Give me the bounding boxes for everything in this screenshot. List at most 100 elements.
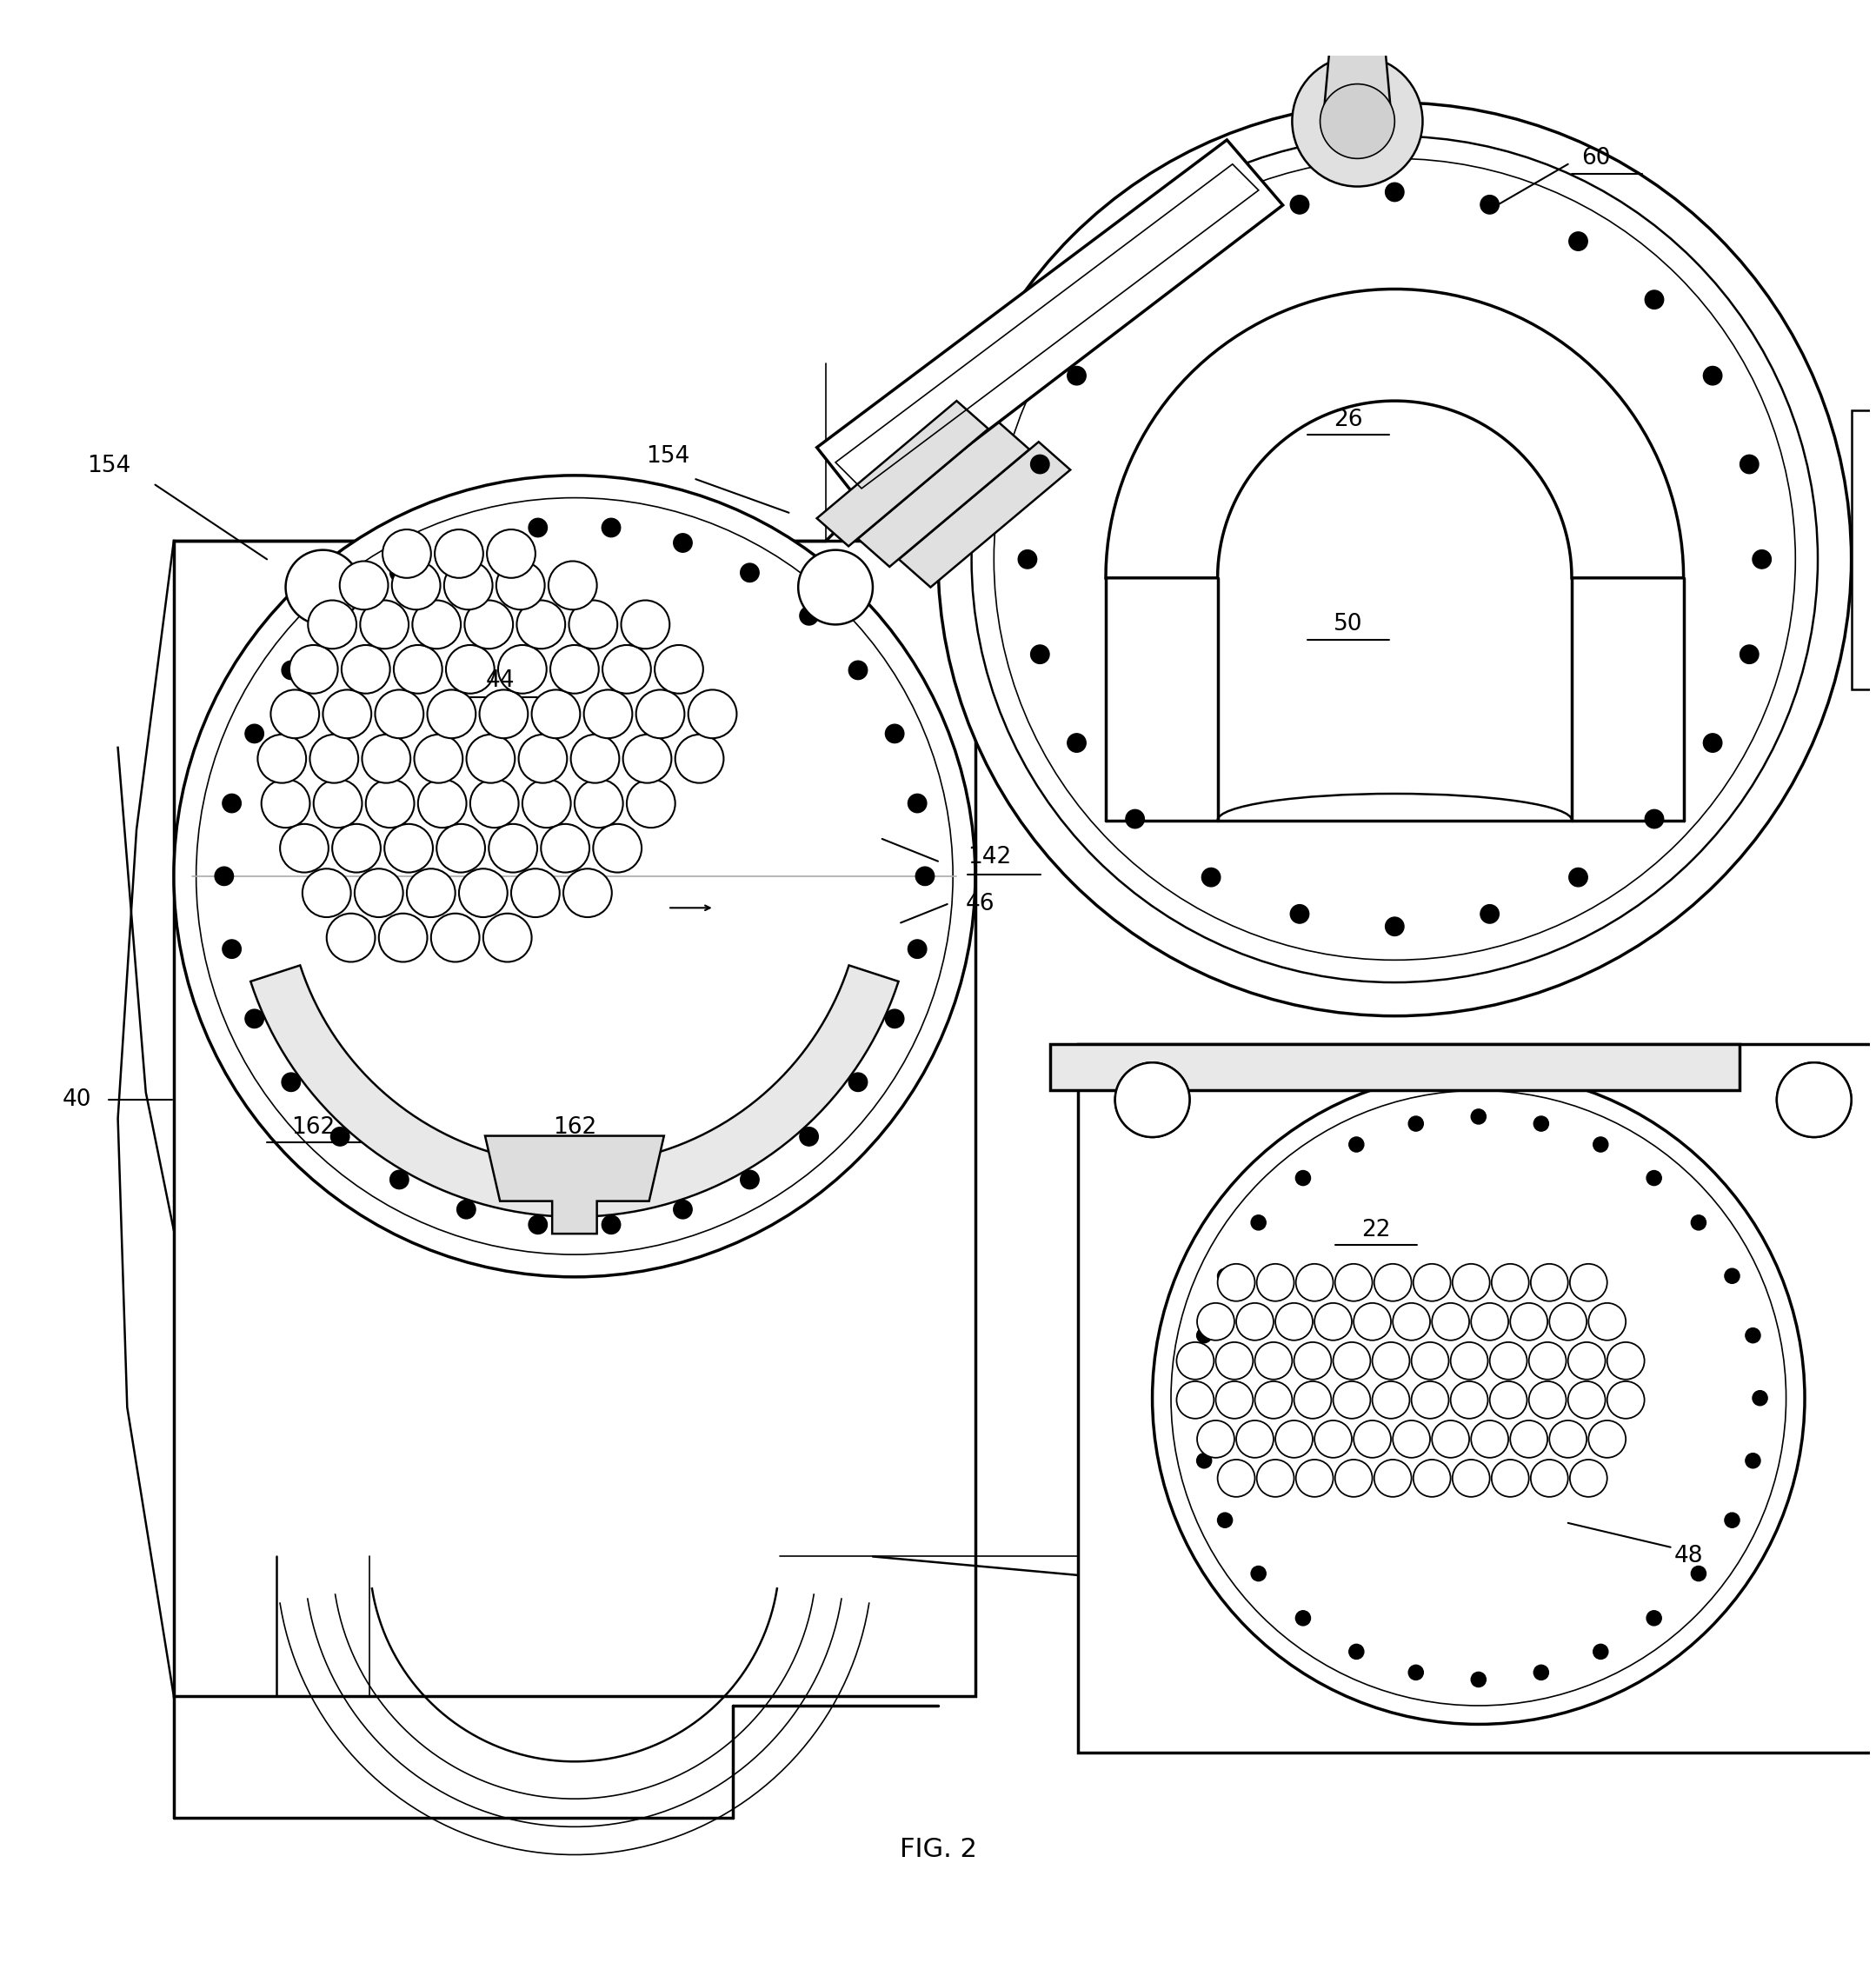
Circle shape xyxy=(1535,1666,1548,1680)
Circle shape xyxy=(1452,1265,1490,1300)
Polygon shape xyxy=(899,443,1071,587)
Circle shape xyxy=(362,735,411,782)
Circle shape xyxy=(1471,1109,1486,1124)
Circle shape xyxy=(510,869,559,917)
Circle shape xyxy=(1294,1381,1332,1419)
Circle shape xyxy=(446,644,495,694)
Circle shape xyxy=(326,913,375,962)
Circle shape xyxy=(458,534,477,551)
Circle shape xyxy=(1257,1265,1294,1300)
Circle shape xyxy=(285,549,360,624)
Circle shape xyxy=(1354,1302,1390,1340)
Circle shape xyxy=(741,1170,760,1190)
Circle shape xyxy=(323,690,371,739)
Circle shape xyxy=(570,735,619,782)
Circle shape xyxy=(375,690,424,739)
Circle shape xyxy=(797,549,872,624)
Circle shape xyxy=(1296,1460,1334,1498)
Circle shape xyxy=(471,779,518,828)
Circle shape xyxy=(673,1199,692,1219)
Circle shape xyxy=(1570,1460,1608,1498)
Circle shape xyxy=(1336,1265,1373,1300)
Circle shape xyxy=(1197,1328,1212,1344)
Circle shape xyxy=(1490,1381,1527,1419)
Circle shape xyxy=(223,941,242,958)
Circle shape xyxy=(1197,1302,1234,1340)
Circle shape xyxy=(1490,1342,1527,1379)
Circle shape xyxy=(467,735,514,782)
Circle shape xyxy=(366,779,415,828)
Circle shape xyxy=(360,601,409,648)
Circle shape xyxy=(885,1010,904,1028)
Circle shape xyxy=(281,1073,300,1091)
Circle shape xyxy=(522,779,570,828)
Circle shape xyxy=(1236,1421,1274,1458)
Circle shape xyxy=(281,660,300,680)
Circle shape xyxy=(627,779,675,828)
Circle shape xyxy=(1480,196,1499,213)
Circle shape xyxy=(1431,1302,1469,1340)
Circle shape xyxy=(1409,1666,1424,1680)
Circle shape xyxy=(1176,1381,1214,1419)
Circle shape xyxy=(379,913,428,962)
Circle shape xyxy=(574,779,623,828)
Circle shape xyxy=(246,725,265,743)
Polygon shape xyxy=(857,421,1030,567)
Circle shape xyxy=(246,1010,265,1028)
Circle shape xyxy=(1296,1170,1311,1186)
Circle shape xyxy=(1384,182,1403,202)
Text: 26: 26 xyxy=(1334,409,1362,431)
Circle shape xyxy=(848,660,867,680)
Polygon shape xyxy=(486,1136,664,1233)
Circle shape xyxy=(1276,1302,1313,1340)
Circle shape xyxy=(1203,231,1221,251)
Circle shape xyxy=(799,607,818,624)
Circle shape xyxy=(1114,1063,1189,1136)
Circle shape xyxy=(1255,1381,1293,1419)
Circle shape xyxy=(415,735,463,782)
Circle shape xyxy=(1752,1391,1767,1405)
Circle shape xyxy=(1197,1452,1212,1468)
Circle shape xyxy=(1189,1391,1204,1405)
Circle shape xyxy=(1608,1381,1645,1419)
Circle shape xyxy=(332,824,381,873)
Circle shape xyxy=(174,476,976,1276)
Circle shape xyxy=(1197,1421,1234,1458)
Circle shape xyxy=(1413,1460,1450,1498)
Text: 22: 22 xyxy=(1362,1219,1390,1241)
Circle shape xyxy=(1593,1136,1608,1152)
Circle shape xyxy=(1452,1460,1490,1498)
Circle shape xyxy=(673,534,692,551)
Circle shape xyxy=(1568,867,1587,887)
Bar xyxy=(1079,1043,1876,1753)
Circle shape xyxy=(310,735,358,782)
Circle shape xyxy=(1203,867,1221,887)
Circle shape xyxy=(623,735,672,782)
Circle shape xyxy=(1373,1342,1409,1379)
Text: 40: 40 xyxy=(62,1089,92,1111)
Circle shape xyxy=(1216,1342,1253,1379)
Circle shape xyxy=(484,913,531,962)
Circle shape xyxy=(1471,1672,1486,1688)
Circle shape xyxy=(583,690,632,739)
Circle shape xyxy=(1030,454,1049,474)
Circle shape xyxy=(799,1126,818,1146)
Circle shape xyxy=(1276,1421,1313,1458)
Text: 46: 46 xyxy=(966,893,994,915)
Circle shape xyxy=(330,607,349,624)
Circle shape xyxy=(518,735,567,782)
Circle shape xyxy=(497,561,544,611)
Circle shape xyxy=(1218,1265,1255,1300)
Circle shape xyxy=(1741,644,1758,664)
Circle shape xyxy=(1647,1170,1662,1186)
Circle shape xyxy=(1321,85,1394,158)
Text: 48: 48 xyxy=(1673,1545,1703,1567)
Circle shape xyxy=(1480,905,1499,923)
Circle shape xyxy=(621,601,670,648)
Circle shape xyxy=(1152,1071,1805,1725)
Circle shape xyxy=(1529,1381,1566,1419)
Circle shape xyxy=(428,690,477,739)
Circle shape xyxy=(1291,196,1309,213)
Text: FIG. 2: FIG. 2 xyxy=(899,1836,977,1861)
Circle shape xyxy=(1703,366,1722,385)
